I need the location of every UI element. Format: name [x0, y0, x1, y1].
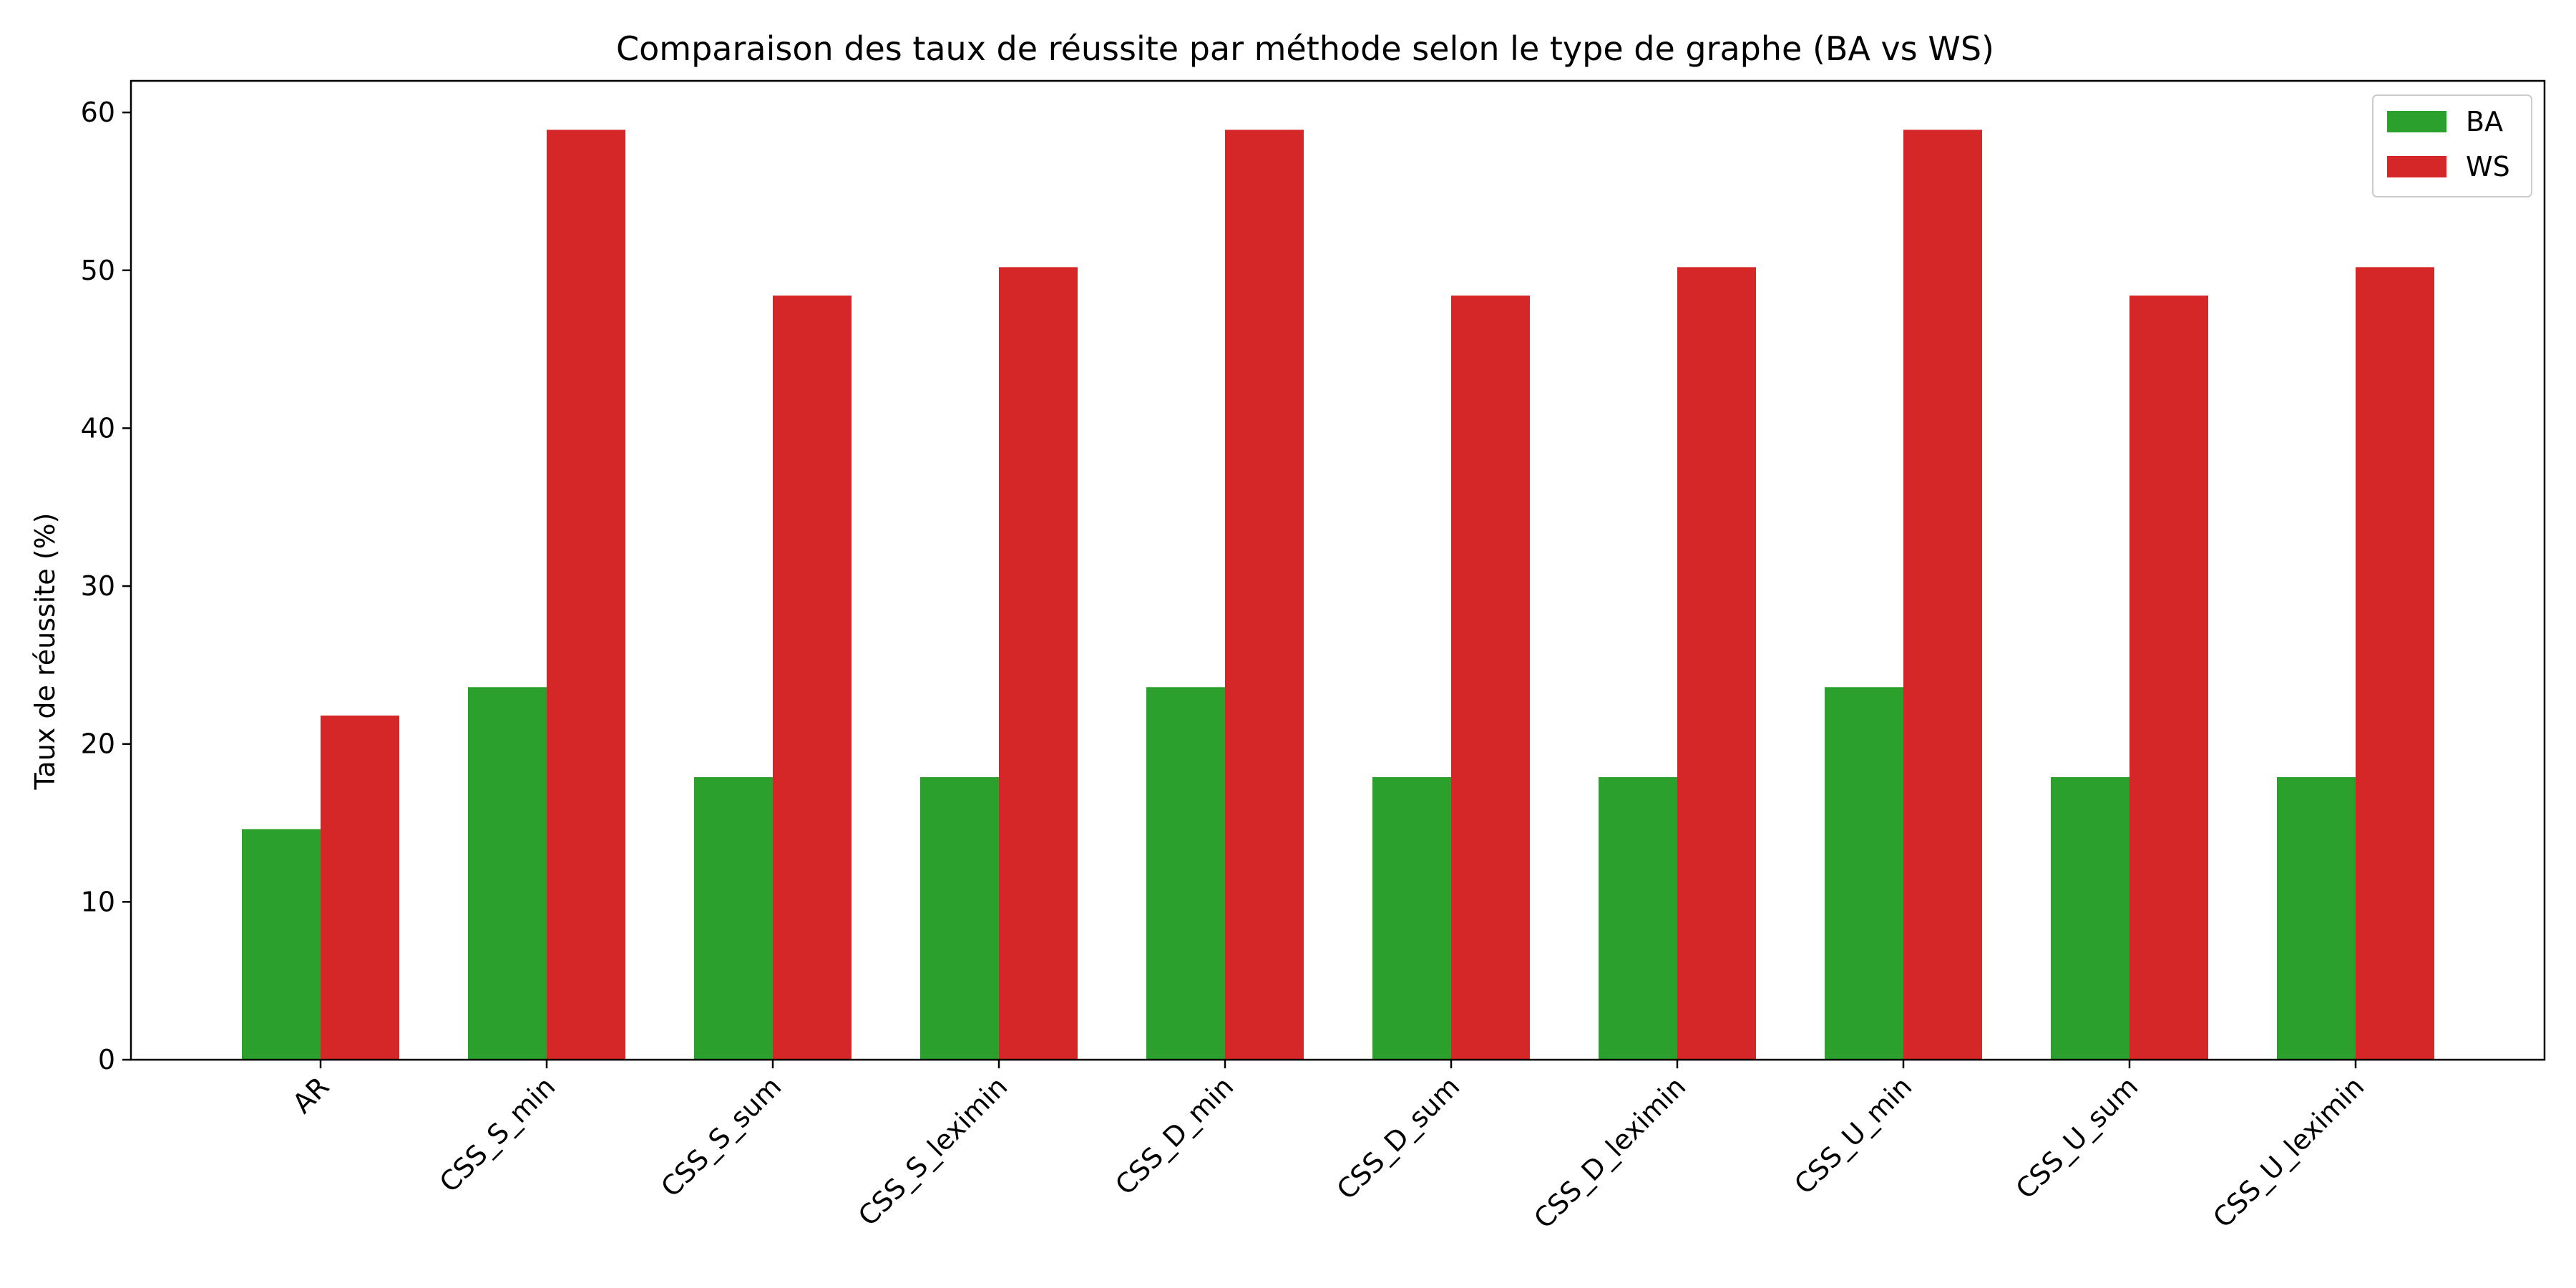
bar-ws-css-d-min — [1225, 130, 1304, 1060]
bar-ws-css-s-sum — [773, 296, 852, 1060]
bar-ws-css-u-sum — [2129, 296, 2208, 1060]
bar-ws-css-u-min — [1903, 130, 1982, 1060]
bar-ws-css-s-leximin — [999, 267, 1078, 1060]
bar-ba-css-s-min — [468, 687, 547, 1060]
y-tick-label-30: 30 — [81, 570, 115, 602]
bar-ws-css-d-leximin — [1677, 267, 1756, 1060]
bar-ba-ar — [242, 829, 321, 1060]
bar-ws-css-s-min — [547, 130, 625, 1060]
bar-ba-css-d-min — [1146, 687, 1225, 1060]
bar-ba-css-u-sum — [2051, 777, 2129, 1060]
y-tick-label-40: 40 — [81, 412, 115, 444]
bar-ba-css-s-sum — [694, 777, 773, 1060]
bar-ba-css-d-leximin — [1599, 777, 1677, 1060]
bar-ws-ar — [321, 715, 399, 1060]
bar-ba-css-u-leximin — [2277, 777, 2356, 1060]
legend: BA WS — [2372, 94, 2532, 197]
bar-ba-css-s-leximin — [920, 777, 999, 1060]
bar-ws-css-u-leximin — [2356, 267, 2434, 1060]
y-tick-label-20: 20 — [81, 728, 115, 760]
bar-ba-css-d-sum — [1372, 777, 1451, 1060]
y-axis-label: Taux de réussite (%) — [29, 513, 61, 791]
legend-swatch-ws — [2387, 156, 2446, 177]
chart-title: Comparaison des taux de réussite par mét… — [616, 29, 1994, 68]
y-tick-label-50: 50 — [81, 255, 115, 286]
legend-label-ws: WS — [2466, 151, 2510, 182]
y-tick-label-60: 60 — [81, 97, 115, 128]
y-tick-label-0: 0 — [98, 1044, 115, 1075]
legend-label-ba: BA — [2466, 106, 2503, 137]
legend-swatch-ba — [2387, 111, 2446, 132]
bar-ws-css-d-sum — [1451, 296, 1530, 1060]
y-tick-label-10: 10 — [81, 886, 115, 917]
bar-ba-css-u-min — [1825, 687, 1903, 1060]
plot-frame — [130, 79, 2546, 1061]
